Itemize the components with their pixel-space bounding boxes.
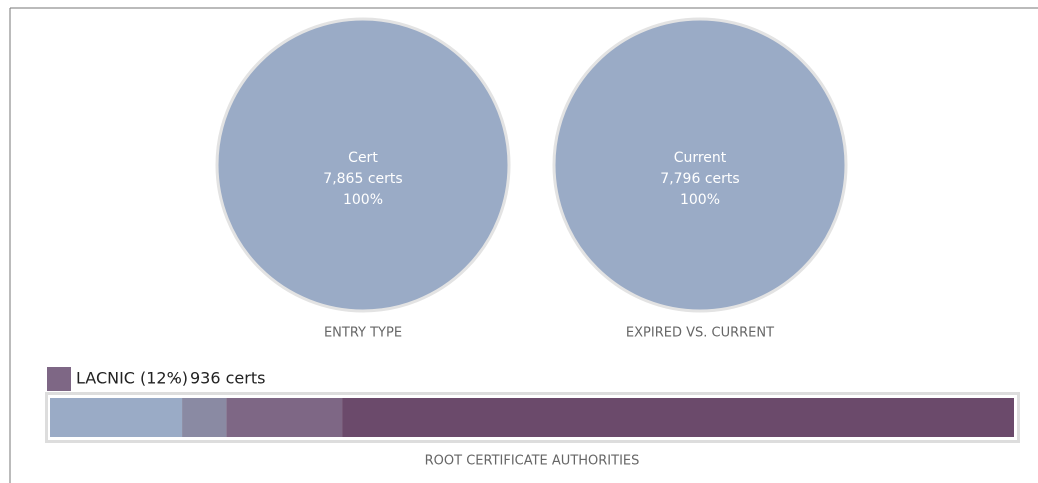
bar-segment [226, 398, 343, 437]
legend-percent: (12%) [140, 369, 188, 388]
slice-count: 7,796 certs [660, 171, 739, 187]
legend-name: LACNIC [76, 369, 135, 388]
pie-slice [215, 17, 511, 313]
bar-segment [342, 398, 1014, 437]
bar-segment [50, 398, 183, 437]
legend-swatch [47, 367, 71, 391]
bar-frame [45, 392, 1020, 443]
legend-separator: - [172, 369, 178, 388]
pie-title: ENTRY TYPE [324, 326, 402, 341]
pie-title: EXPIRED VS. CURRENT [626, 326, 774, 341]
pie-slice [552, 17, 848, 313]
slice-count: 7,865 certs [323, 171, 402, 187]
slice-percent: 100% [680, 192, 720, 208]
bar-title: ROOT CERTIFICATE AUTHORITIES [425, 454, 640, 469]
slice-percent: 100% [343, 192, 383, 208]
legend-count: 936 certs [190, 369, 265, 388]
slice-label: Cert [348, 150, 378, 166]
bar-segment [182, 398, 227, 437]
slice-label: Current [674, 150, 727, 166]
